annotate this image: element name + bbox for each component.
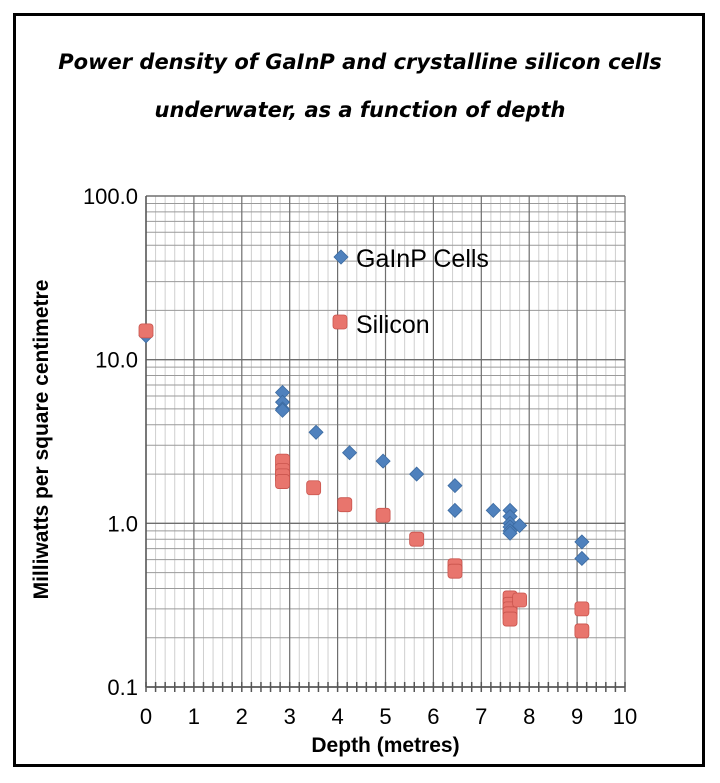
y-axis-label: Milliwatts per square centimetre [30, 280, 53, 600]
legend-label-gainp: GaInP Cells [356, 245, 489, 273]
x-tick-label: 2 [236, 704, 248, 729]
y-tick-label: 100.0 [83, 184, 138, 209]
series-silicon [138, 323, 590, 639]
silicon-point [574, 623, 590, 639]
gainp-point [409, 466, 425, 482]
x-tick-label: 6 [427, 704, 439, 729]
silicon-point [512, 592, 528, 608]
legend: GaInP Cells Silicon [332, 245, 489, 339]
data-points [138, 323, 590, 639]
gainp-point [574, 550, 590, 567]
chart-frame [13, 13, 705, 767]
x-tick-label: 9 [571, 704, 583, 729]
chart-title-line-1: Power density of GaInP and crystalline s… [58, 50, 662, 74]
gainp-point [342, 445, 358, 461]
gainp-point [447, 478, 463, 494]
x-tick-label: 8 [523, 704, 535, 729]
x-tick-labels: 0 1 2 3 4 5 6 7 8 9 10 [140, 704, 637, 729]
silicon-point [275, 474, 290, 489]
silicon-point [337, 497, 353, 513]
silicon-point [375, 507, 391, 523]
gainp-point [375, 453, 391, 469]
y-tick-labels: 0.1 1.0 10.0 100.0 [83, 184, 138, 700]
x-tick-label: 4 [331, 704, 343, 729]
x-tick-label: 3 [284, 704, 296, 729]
x-axis-label: Depth (metres) [311, 734, 459, 757]
silicon-point [409, 531, 425, 547]
y-tick-label: 10.0 [95, 348, 138, 373]
x-tick-label: 1 [188, 704, 200, 729]
legend-label-silicon: Silicon [356, 311, 430, 339]
y-tick-label: 1.0 [107, 511, 138, 536]
series-gainp-cells [138, 328, 590, 567]
gainp-point [512, 517, 528, 534]
x-tick-label: 0 [140, 704, 152, 729]
y-tick-label: 0.1 [107, 675, 138, 700]
gainp-point [274, 402, 291, 418]
x-tick-label: 5 [379, 704, 391, 729]
gainp-point [574, 534, 590, 550]
gainp-point [308, 424, 324, 440]
gainp-point [502, 525, 518, 541]
x-tick-label: 10 [613, 704, 637, 729]
x-tick-label: 7 [475, 704, 487, 729]
chart-title-line-2: underwater, as a function of depth [154, 98, 566, 122]
gainp-point [447, 502, 463, 518]
silicon-point [502, 611, 518, 627]
silicon-point [447, 563, 463, 579]
silicon-point [138, 323, 154, 339]
axes [145, 196, 626, 692]
silicon-point [306, 480, 322, 496]
legend-marker-silicon [332, 314, 348, 330]
legend-marker-gainp [333, 249, 349, 265]
gainp-point [485, 502, 501, 518]
silicon-point [574, 601, 590, 617]
